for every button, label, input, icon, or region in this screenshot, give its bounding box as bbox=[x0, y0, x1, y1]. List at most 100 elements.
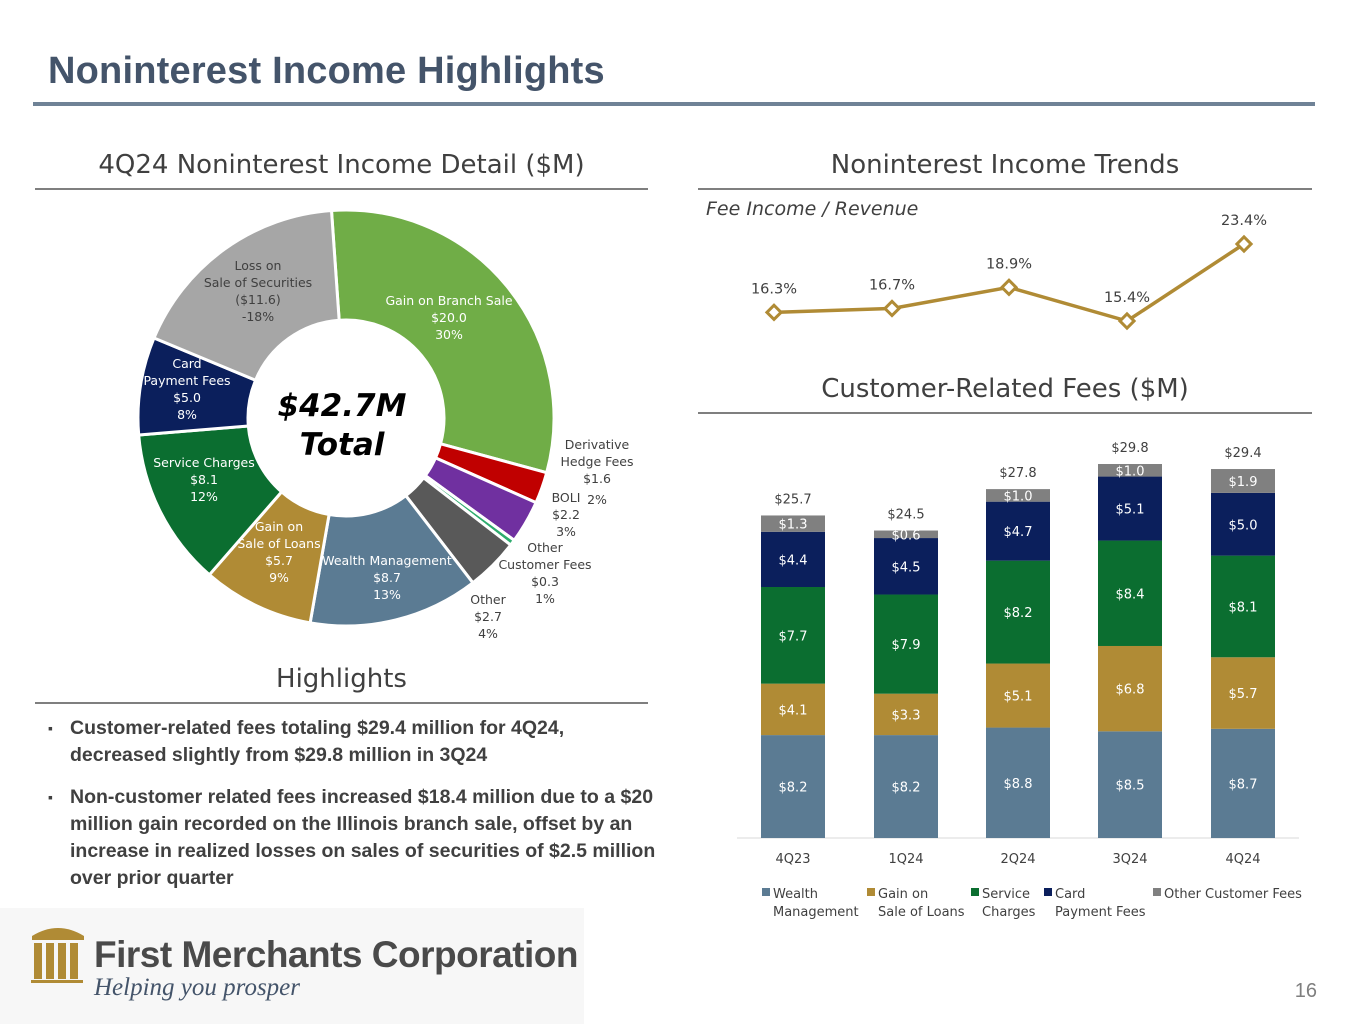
donut-label-gain-on-branch-sale: Gain on Branch Sale bbox=[385, 293, 512, 308]
fee-ratio-label: 18.9% bbox=[986, 256, 1032, 272]
legend-label-gain-on-sale-of-loans: Sale of Loans bbox=[878, 905, 965, 920]
donut-heading: 4Q24 Noninterest Income Detail ($M) bbox=[98, 150, 585, 180]
donut-label-other: Other bbox=[470, 592, 506, 607]
donut-label-other-customer-fees: 1% bbox=[535, 591, 555, 606]
bar-value-label: $1.9 bbox=[1229, 475, 1258, 490]
bar-wealth-management bbox=[1098, 731, 1162, 838]
customer-fees-bar-chart: $8.2 $4.1 $7.7 $4.4 $1.3 $25.7 4Q23 $8.2 $3.3 $7.… bbox=[737, 441, 1302, 920]
bar-value-label: $1.3 bbox=[779, 518, 808, 533]
bar-value-label: $4.5 bbox=[892, 560, 921, 575]
donut-label-wealth-management: 13% bbox=[373, 587, 401, 602]
fee-ratio-point bbox=[764, 303, 784, 322]
bar-value-label: $8.4 bbox=[1116, 587, 1145, 602]
bar-wealth-management bbox=[1211, 728, 1275, 838]
bar-card-payment-fees bbox=[1098, 476, 1162, 541]
fee-ratio-point bbox=[999, 278, 1019, 297]
donut-heading-rule bbox=[35, 188, 648, 190]
bar-other-customer-fees bbox=[761, 515, 825, 532]
bar-value-label: $8.2 bbox=[779, 781, 808, 796]
bar-card-payment-fees bbox=[1211, 492, 1275, 556]
highlights-heading-rule bbox=[35, 702, 648, 704]
bar-gain-on-sale-of-loans bbox=[761, 683, 825, 736]
fee-ratio-line-chart: 16.3% 16.7% 18.9% 15.4% 23.4% bbox=[751, 213, 1267, 331]
x-tick-label: 1Q24 bbox=[888, 852, 923, 867]
bar-value-label: $8.2 bbox=[1004, 606, 1033, 621]
legend-label-service-charges: Service bbox=[982, 887, 1030, 902]
trends-subtitle: Fee Income / Revenue bbox=[706, 198, 919, 220]
bar-value-label: $5.1 bbox=[1004, 690, 1033, 705]
legend-label-other-customer-fees: Other Customer Fees bbox=[1164, 887, 1302, 902]
title-divider bbox=[33, 102, 1315, 106]
x-tick-label: 3Q24 bbox=[1112, 852, 1147, 867]
company-tagline: Helping you prosper bbox=[94, 974, 300, 1001]
fee-ratio-point bbox=[1117, 311, 1137, 331]
page-title: Noninterest Income Highlights bbox=[48, 50, 605, 92]
donut-label-gain-on-sale-of-loans: Gain on bbox=[255, 519, 303, 534]
bar-value-label: $3.3 bbox=[892, 708, 921, 723]
bar-value-label: $8.8 bbox=[1004, 777, 1033, 792]
donut-label-card-payment-fees: $5.0 bbox=[173, 390, 201, 405]
donut-label-other-customer-fees: $0.3 bbox=[531, 574, 559, 589]
donut-label-boli: $2.2 bbox=[552, 507, 580, 522]
donut-center-amount: $42.7M bbox=[278, 388, 407, 424]
bar-gain-on-sale-of-loans bbox=[874, 693, 938, 736]
bar-value-label: $7.9 bbox=[892, 638, 921, 653]
donut-label-other-customer-fees: Customer Fees bbox=[498, 557, 591, 572]
bar-value-label: $4.1 bbox=[779, 703, 808, 718]
fees-heading: Customer-Related Fees ($M) bbox=[821, 374, 1189, 404]
donut-label-gain-on-sale-of-loans: 9% bbox=[269, 570, 289, 585]
bar-gain-on-sale-of-loans bbox=[986, 663, 1050, 728]
bar-value-label: $7.7 bbox=[779, 629, 808, 644]
donut-label-loss-on-sale-of-securities: -18% bbox=[242, 309, 274, 324]
bar-service-charges bbox=[874, 594, 938, 694]
bar-value-label: $0.6 bbox=[892, 528, 921, 543]
bar-other-customer-fees bbox=[986, 489, 1050, 502]
bar-card-payment-fees bbox=[761, 531, 825, 587]
fee-ratio-label: 23.4% bbox=[1221, 213, 1267, 229]
bar-gain-on-sale-of-loans bbox=[1098, 645, 1162, 732]
donut-label-wealth-management: Wealth Management bbox=[322, 553, 452, 568]
donut-label-wealth-management: $8.7 bbox=[373, 570, 401, 585]
legend-label-wealth-management: Management bbox=[773, 905, 859, 920]
donut-label-service-charges: 12% bbox=[190, 489, 218, 504]
bar-other-customer-fees bbox=[1211, 469, 1275, 493]
bar-value-label: $8.2 bbox=[892, 781, 921, 796]
legend-swatch-gain-on-sale-of-loans bbox=[867, 888, 875, 896]
bar-total-label: $29.8 bbox=[1111, 441, 1148, 456]
bar-wealth-management bbox=[986, 727, 1050, 838]
donut-label-derivative-hedge-fees: $1.6 bbox=[583, 471, 611, 486]
fee-ratio-point bbox=[1234, 234, 1254, 254]
bar-total-label: $29.4 bbox=[1224, 446, 1261, 461]
donut-label-card-payment-fees: Payment Fees bbox=[143, 373, 230, 388]
bar-total-label: $27.8 bbox=[999, 466, 1036, 481]
donut-label-other-customer-fees: Other bbox=[527, 540, 563, 555]
donut-label-service-charges: Service Charges bbox=[153, 455, 255, 470]
company-name: First Merchants Corporation bbox=[94, 934, 579, 975]
bar-other-customer-fees bbox=[874, 530, 938, 539]
donut-label-loss-on-sale-of-securities: Loss on bbox=[235, 258, 282, 273]
fee-ratio-point bbox=[882, 299, 902, 318]
pillars-logo-icon bbox=[31, 928, 84, 983]
highlight-item: ▪ Non-customer related fees increased $18… bbox=[48, 786, 656, 889]
donut-chart: Gain on Branch Sale $20.0 30% 2% Derivative H… bbox=[136, 208, 634, 641]
donut-label-other: 4% bbox=[478, 626, 498, 641]
donut-center-label: Total bbox=[300, 427, 385, 463]
x-tick-label: 4Q23 bbox=[775, 852, 810, 867]
donut-label-gain-on-branch-sale: $20.0 bbox=[431, 310, 467, 325]
bar-wealth-management bbox=[874, 735, 938, 838]
bar-other-customer-fees bbox=[1098, 464, 1162, 477]
bar-card-payment-fees bbox=[874, 538, 938, 595]
donut-label-gain-on-sale-of-loans: $5.7 bbox=[265, 553, 293, 568]
bar-card-payment-fees bbox=[986, 501, 1050, 561]
fee-ratio-label: 16.3% bbox=[751, 281, 797, 297]
bar-service-charges bbox=[761, 587, 825, 684]
highlights-list: ▪ Customer-related fees totaling $29.4 mi… bbox=[34, 715, 664, 907]
donut-slice-gain-on-branch-sale bbox=[329, 208, 556, 475]
x-tick-label: 4Q24 bbox=[1225, 852, 1260, 867]
bar-gain-on-sale-of-loans bbox=[1211, 657, 1275, 729]
donut-label-service-charges: $8.1 bbox=[190, 472, 218, 487]
page-number: 16 bbox=[1294, 980, 1317, 1002]
donut-label-gain-on-branch-sale: 30% bbox=[435, 327, 463, 342]
bar-value-label: $4.4 bbox=[779, 553, 808, 568]
fee-ratio-label: 16.7% bbox=[869, 277, 915, 293]
